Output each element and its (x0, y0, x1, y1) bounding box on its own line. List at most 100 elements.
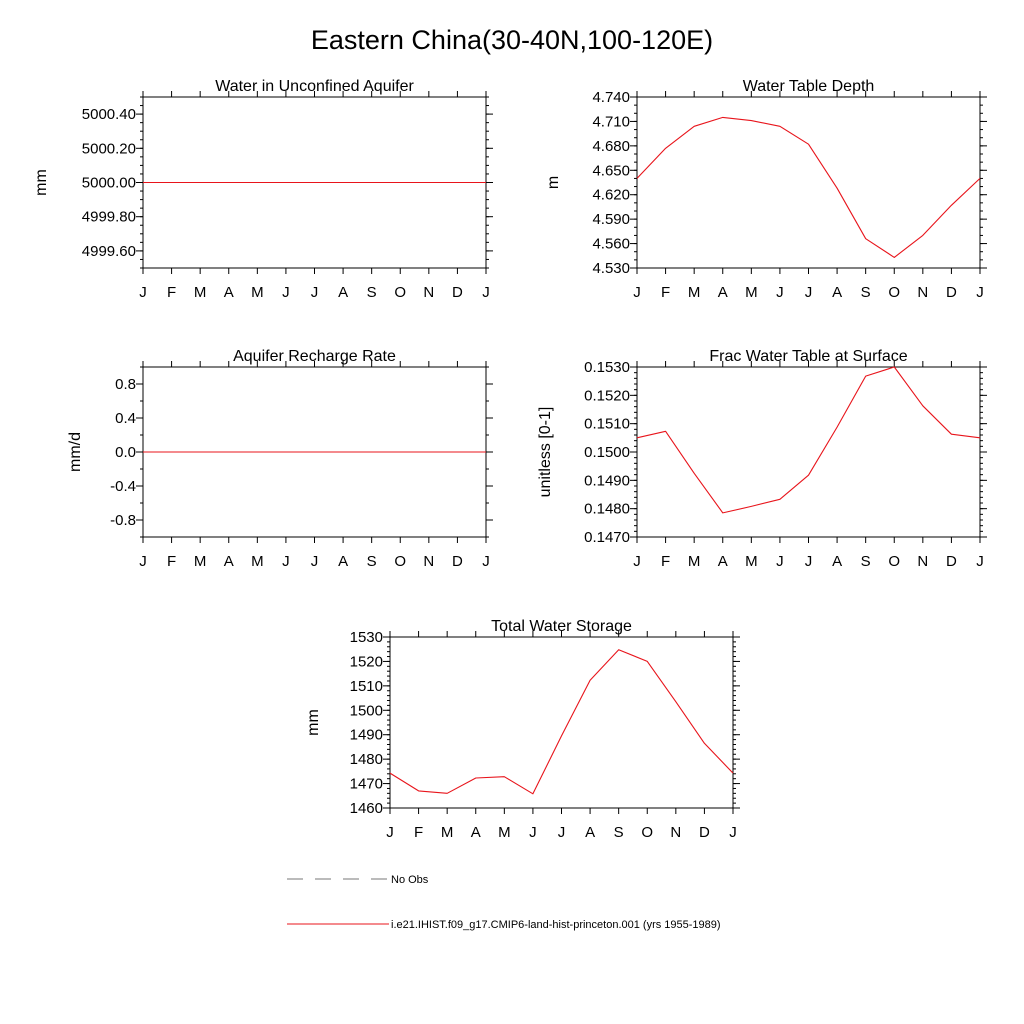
y-tick-label: 1530 (350, 629, 383, 646)
x-tick-label: J (805, 553, 813, 570)
x-tick-label: J (633, 553, 641, 570)
y-tick-label: 4.560 (592, 236, 630, 253)
y-tick-label: 0.8 (115, 376, 136, 393)
x-tick-label: J (805, 284, 813, 301)
y-tick-label: 0.1520 (584, 387, 630, 404)
y-tick-label: 4.530 (592, 260, 630, 277)
x-tick-label: D (699, 824, 710, 841)
x-tick-label: M (745, 553, 758, 570)
main-title: Eastern China(30-40N,100-120E) (311, 25, 713, 55)
y-tick-label: -0.8 (110, 512, 136, 529)
x-tick-label: J (282, 553, 290, 570)
y-tick-label: 4.650 (592, 162, 630, 179)
x-tick-label: M (688, 553, 701, 570)
legend: No Obs i.e21.IHIST.f09_g17.CMIP6-land-hi… (287, 874, 721, 931)
x-tick-label: A (338, 284, 348, 301)
x-tick-label: J (976, 553, 984, 570)
x-tick-label: M (194, 284, 207, 301)
y-tick-label: 4999.80 (82, 209, 136, 226)
x-tick-label: A (585, 824, 595, 841)
y-axis-label: m (545, 176, 562, 189)
y-tick-label: 1480 (350, 751, 383, 768)
legend-label-model: i.e21.IHIST.f09_g17.CMIP6-land-hist-prin… (391, 919, 721, 931)
panel-title: Water in Unconfined Aquifer (215, 78, 414, 95)
y-tick-label: 0.1490 (584, 472, 630, 489)
y-axis-label: mm (33, 169, 50, 196)
y-tick-label: 1490 (350, 727, 383, 744)
panel-title: Total Water Storage (491, 618, 632, 635)
x-tick-label: N (423, 284, 434, 301)
series-line-model (636, 366, 981, 514)
y-tick-label: 0.1480 (584, 501, 630, 518)
panel-title: Water Table Depth (743, 78, 875, 95)
x-tick-label: J (976, 284, 984, 301)
x-tick-label: O (888, 284, 900, 301)
panel-title: Frac Water Table at Surface (709, 348, 907, 365)
x-tick-label: N (670, 824, 681, 841)
x-tick-label: J (139, 553, 147, 570)
y-tick-label: 4.710 (592, 113, 630, 130)
x-tick-label: A (224, 553, 234, 570)
y-tick-label: 5000.00 (82, 175, 136, 192)
y-tick-label: 1520 (350, 653, 383, 670)
x-tick-label: J (482, 284, 490, 301)
x-tick-label: F (167, 284, 176, 301)
x-tick-label: J (558, 824, 566, 841)
x-tick-label: J (311, 553, 319, 570)
y-tick-label: 5000.20 (82, 140, 136, 157)
panel-title: Aquifer Recharge Rate (233, 348, 396, 365)
y-tick-label: 0.1500 (584, 444, 630, 461)
x-tick-label: J (633, 284, 641, 301)
x-tick-label: F (661, 553, 670, 570)
plot-frame (389, 636, 734, 809)
x-tick-label: S (861, 553, 871, 570)
x-tick-label: D (452, 553, 463, 570)
x-tick-label: D (452, 284, 463, 301)
y-axis-label: mm (305, 709, 322, 736)
x-tick-label: A (471, 824, 481, 841)
y-tick-label: 0.1470 (584, 529, 630, 546)
x-tick-label: M (498, 824, 511, 841)
y-tick-label: 4.680 (592, 138, 630, 155)
plot-frame (636, 366, 981, 538)
x-tick-label: O (394, 284, 406, 301)
x-tick-label: N (917, 284, 928, 301)
y-tick-label: 4.620 (592, 187, 630, 204)
y-tick-label: 4999.60 (82, 243, 136, 260)
x-tick-label: A (718, 284, 728, 301)
x-tick-label: O (394, 553, 406, 570)
y-tick-label: 0.0 (115, 444, 136, 461)
x-tick-label: A (718, 553, 728, 570)
y-axis-label: unitless [0-1] (537, 407, 554, 498)
x-tick-label: A (224, 284, 234, 301)
series-line-model (389, 649, 734, 795)
x-tick-label: J (729, 824, 737, 841)
x-tick-label: J (482, 553, 490, 570)
x-tick-label: O (641, 824, 653, 841)
x-tick-label: D (946, 284, 957, 301)
y-tick-label: 1510 (350, 678, 383, 695)
plot-frame (636, 96, 981, 269)
x-tick-label: D (946, 553, 957, 570)
x-tick-label: M (745, 284, 758, 301)
x-tick-label: J (529, 824, 537, 841)
x-tick-label: J (311, 284, 319, 301)
y-tick-label: 5000.40 (82, 106, 136, 123)
x-tick-label: A (338, 553, 348, 570)
x-tick-label: S (367, 284, 377, 301)
x-tick-label: N (423, 553, 434, 570)
x-tick-label: O (888, 553, 900, 570)
x-tick-label: J (282, 284, 290, 301)
x-tick-label: F (414, 824, 423, 841)
legend-label-no-obs: No Obs (391, 874, 429, 886)
y-tick-label: 0.1510 (584, 416, 630, 433)
y-axis-label: mm/d (67, 432, 84, 472)
y-tick-label: -0.4 (110, 478, 136, 495)
x-tick-label: J (776, 553, 784, 570)
x-tick-label: F (661, 284, 670, 301)
x-tick-label: M (441, 824, 454, 841)
